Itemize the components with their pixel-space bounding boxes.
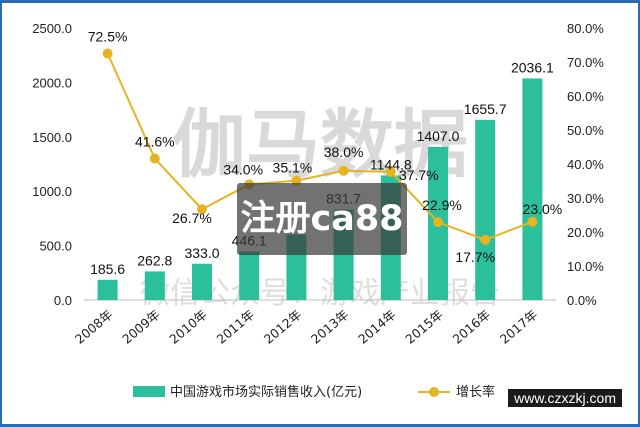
bar-value-label: 185.6 <box>90 261 125 277</box>
watermark-main: 伽马数据 <box>172 102 468 188</box>
growth-value-label: 34.0% <box>223 161 263 177</box>
bar-value-label: 2036.1 <box>511 59 554 75</box>
growth-point <box>102 48 113 59</box>
y-right-tick-label: 80.0% <box>567 21 604 36</box>
x-tick-label: 2008年 <box>72 307 116 347</box>
bar <box>522 78 543 300</box>
growth-value-label: 26.7% <box>172 210 212 226</box>
legend-label-bar: 中国游戏市场实际销售收入(亿元) <box>170 384 362 400</box>
bar <box>192 263 212 300</box>
legend: 中国游戏市场实际销售收入(亿元) 增长率 <box>133 384 495 400</box>
growth-value-label: 72.5% <box>88 29 128 45</box>
y-left-tick-label: 2000.0 <box>32 75 72 90</box>
growth-point <box>149 153 160 164</box>
x-tick-label: 2016年 <box>450 307 494 347</box>
x-tick-label: 2017年 <box>497 307 541 347</box>
y-right-tick-label: 60.0% <box>567 89 604 104</box>
bar <box>97 279 118 300</box>
growth-point <box>527 216 538 227</box>
y-left-tick-label: 1500.0 <box>32 130 72 145</box>
bar <box>239 251 260 300</box>
y-left-tick-label: 1000.0 <box>32 184 72 199</box>
growth-value-label: 41.6% <box>135 134 175 150</box>
bar <box>144 271 165 300</box>
bar-value-label: 1407.0 <box>417 128 460 144</box>
growth-point <box>433 217 443 228</box>
growth-value-label: 38.0% <box>324 144 364 160</box>
legend-label-line: 增长率 <box>456 384 495 400</box>
y-left-tick-label: 0.0 <box>54 293 72 308</box>
bar-value-label: 262.8 <box>137 252 172 268</box>
overlay-banner <box>237 183 407 255</box>
site-url: www.czxzkj.com <box>508 389 622 407</box>
y-right-tick-label: 10.0% <box>567 259 604 274</box>
growth-point <box>197 204 207 215</box>
growth-value-label: 23.0% <box>523 201 563 217</box>
y-right-tick-label: 70.0% <box>567 55 604 70</box>
growth-point <box>480 234 491 245</box>
growth-value-label: 35.1% <box>273 160 313 176</box>
x-tick-label: 2013年 <box>308 307 352 347</box>
bar-value-label: 1655.7 <box>464 101 507 117</box>
y-right-tick-label: 0.0% <box>567 293 597 308</box>
legend-swatch-bar <box>133 386 165 397</box>
x-tick-label: 2009年 <box>119 307 163 347</box>
x-tick-label: 2014年 <box>355 307 399 347</box>
y-left-tick-label: 500.0 <box>39 239 72 254</box>
growth-point <box>385 166 396 177</box>
bar-value-label: 1144.8 <box>370 156 412 172</box>
y-right-tick-label: 20.0% <box>567 225 604 240</box>
x-tick-label: 2012年 <box>261 307 305 347</box>
x-tick-label: 2015年 <box>402 307 446 347</box>
y-right-tick-label: 50.0% <box>567 123 604 138</box>
bar-value-label: 333.0 <box>184 245 219 261</box>
x-tick-label: 2011年 <box>214 307 258 347</box>
growth-point <box>338 165 349 176</box>
growth-line <box>106 53 533 241</box>
growth-value-label: 17.7% <box>455 249 495 265</box>
overlay-text: 注册ca88 <box>240 199 404 239</box>
y-left-tick-label: 2500.0 <box>32 21 72 36</box>
bar <box>475 119 496 301</box>
legend-marker-line <box>429 387 439 397</box>
x-tick-label: 2010年 <box>166 307 210 347</box>
growth-value-label: 22.9% <box>422 197 462 213</box>
y-right-tick-label: 30.0% <box>567 191 604 206</box>
growth-value-label: 37.7% <box>399 167 439 183</box>
y-right-tick-label: 40.0% <box>567 157 604 172</box>
